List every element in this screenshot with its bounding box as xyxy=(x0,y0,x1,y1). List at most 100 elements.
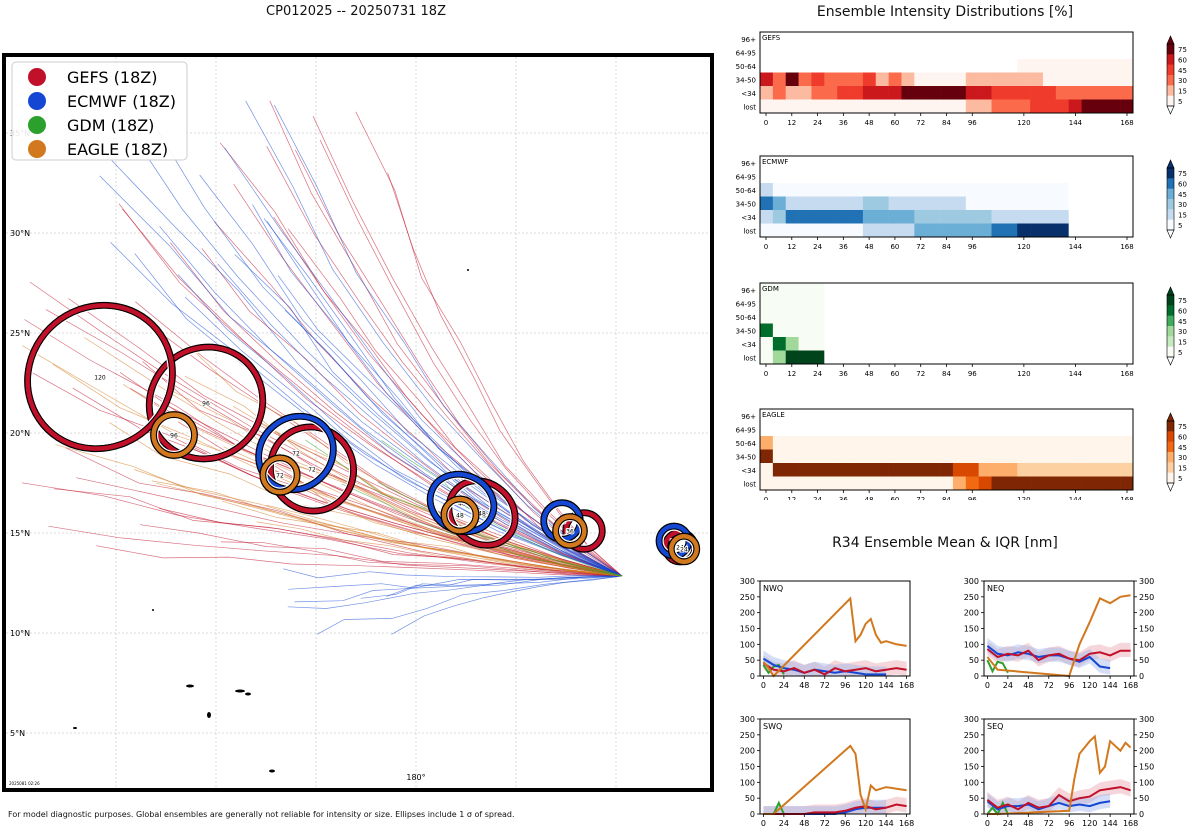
heat-cell xyxy=(965,337,979,351)
heat-y-label: 50-64 xyxy=(736,63,757,71)
heat-cell xyxy=(901,196,915,211)
heat-cell xyxy=(811,210,825,224)
heat-cell xyxy=(940,72,954,87)
heat-cell xyxy=(772,283,787,297)
heat-cell xyxy=(965,350,979,365)
heat-cell xyxy=(1120,476,1134,491)
r34-y-label-right: 100 xyxy=(1139,778,1154,787)
heat-cell xyxy=(1030,296,1044,311)
r34-y-label: 50 xyxy=(745,794,755,803)
r34-y-label: 300 xyxy=(740,715,755,724)
heat-y-label: lost xyxy=(743,354,756,362)
r34-x-label: 168 xyxy=(899,819,914,828)
heat-cell xyxy=(824,196,838,211)
heat-cell xyxy=(862,86,877,100)
heat-cell xyxy=(811,86,825,100)
heat-x-label: 12 xyxy=(787,119,796,127)
heat-cell xyxy=(991,476,1005,491)
colorbar-extend-bottom xyxy=(1166,229,1175,239)
heat-cell xyxy=(875,463,889,477)
heat-cell xyxy=(772,183,787,197)
heat-cell xyxy=(1042,45,1057,60)
colorbar-segment xyxy=(1167,431,1174,442)
heat-cell xyxy=(772,86,787,100)
heat-cell xyxy=(837,45,851,60)
colorbar-tick: 60 xyxy=(1178,181,1187,189)
r34-x-label: 120 xyxy=(1082,819,1097,828)
heat-cell xyxy=(940,476,954,491)
heat-cell xyxy=(760,350,774,365)
track-line xyxy=(288,575,623,590)
heat-cell xyxy=(862,476,877,491)
heat-cell xyxy=(1081,449,1095,464)
heat-cell xyxy=(901,45,915,60)
heat-cell xyxy=(824,476,838,491)
heat-cell xyxy=(1055,196,1069,211)
heat-cell xyxy=(888,436,902,450)
r34-y-label: 250 xyxy=(740,731,755,740)
heat-cell xyxy=(1042,296,1057,311)
heat-cell xyxy=(1004,99,1018,114)
heat-cell xyxy=(785,169,799,184)
track-line xyxy=(283,568,623,579)
heat-cell xyxy=(760,409,774,423)
colorbar: 75 60 45 30 15 5 xyxy=(1166,286,1187,366)
heat-cell xyxy=(1107,45,1121,60)
r34-y-label: 100 xyxy=(964,778,979,787)
heat-cell xyxy=(1107,99,1121,114)
heat-cell xyxy=(875,449,889,464)
heat-cell xyxy=(1107,86,1121,100)
r34-x-label: 96 xyxy=(840,819,850,828)
heat-x-label: 120 xyxy=(1017,370,1030,378)
heat-cell xyxy=(1055,296,1069,311)
heat-cell xyxy=(875,86,889,100)
heat-cell xyxy=(978,99,992,114)
heat-cell xyxy=(1055,72,1069,87)
track-line xyxy=(265,504,623,577)
heat-cell xyxy=(952,99,967,114)
colorbar-tick: 60 xyxy=(1178,57,1187,65)
heat-cell xyxy=(1004,45,1018,60)
heat-cell xyxy=(1068,296,1082,311)
heat-cell xyxy=(1120,223,1134,238)
track-line xyxy=(294,575,623,603)
heat-cell xyxy=(888,323,902,338)
heat-cell xyxy=(1068,449,1082,464)
ellipse-hour-label: 48 xyxy=(478,511,486,518)
timestamp-stamp: 2025081 02:26 xyxy=(9,781,40,786)
colorbar-segment xyxy=(1167,64,1174,76)
track-line xyxy=(289,464,623,577)
heat-cell xyxy=(1030,283,1044,297)
eagle-ellipse xyxy=(259,454,301,496)
heat-x-label: 168 xyxy=(1120,370,1133,378)
heat-cell xyxy=(927,183,941,197)
heat-cell xyxy=(1068,409,1082,423)
heat-x-label: 24 xyxy=(813,243,822,251)
heat-cell xyxy=(952,86,967,100)
heat-cell xyxy=(978,323,992,338)
heat-cell xyxy=(1107,32,1121,46)
heat-cell xyxy=(811,463,825,477)
heat-cell xyxy=(1094,223,1108,238)
heat-x-label: 24 xyxy=(813,496,822,500)
heat-cell xyxy=(1094,436,1108,450)
colorbar: 75 60 45 30 15 5 xyxy=(1166,35,1187,115)
heat-x-label: 96 xyxy=(968,496,977,500)
track-line xyxy=(109,422,623,577)
heat-cell xyxy=(901,323,915,338)
track-line xyxy=(134,253,623,577)
heat-cell xyxy=(914,72,928,87)
legend-label: ECMWF (18Z) xyxy=(67,92,176,111)
heat-cell xyxy=(850,449,864,464)
heat-cell xyxy=(1055,210,1069,224)
heat-cell xyxy=(824,86,838,100)
heat-cell xyxy=(952,310,967,324)
heat-cell xyxy=(1081,59,1095,73)
r34-panel-name: SWQ xyxy=(763,722,782,731)
heat-cell xyxy=(1120,337,1134,351)
track-line xyxy=(223,446,623,577)
heat-cell xyxy=(875,32,889,46)
heat-cell xyxy=(798,310,812,324)
heat-cell xyxy=(785,32,799,46)
heat-x-label: 60 xyxy=(890,119,899,127)
